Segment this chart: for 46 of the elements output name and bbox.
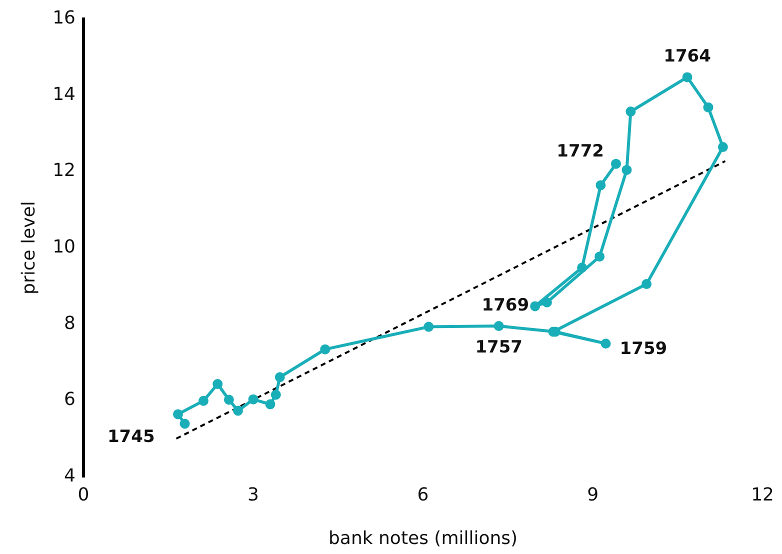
point bbox=[270, 390, 281, 400]
y-tick-label: 6 bbox=[64, 389, 76, 410]
point bbox=[180, 418, 190, 429]
x-tick-label: 9 bbox=[587, 484, 599, 506]
point bbox=[320, 344, 330, 354]
y-tick-label: 14 bbox=[52, 84, 76, 105]
annotation: 1757 bbox=[475, 337, 523, 358]
point bbox=[577, 262, 588, 273]
point bbox=[265, 399, 276, 410]
point bbox=[198, 396, 208, 406]
point bbox=[224, 394, 234, 405]
point bbox=[596, 180, 606, 190]
point bbox=[173, 409, 184, 420]
y-tick-label: 16 bbox=[52, 7, 76, 28]
annotation: 1745 bbox=[107, 427, 155, 448]
point bbox=[542, 297, 552, 308]
point bbox=[594, 252, 605, 262]
point bbox=[248, 394, 258, 404]
point bbox=[232, 406, 243, 416]
x-tick-label: 0 bbox=[78, 484, 90, 506]
point bbox=[530, 301, 540, 312]
annotation: 1772 bbox=[556, 141, 604, 162]
point bbox=[494, 321, 504, 332]
y-tick-label: 4 bbox=[64, 465, 76, 486]
y-tick-label: 12 bbox=[52, 160, 76, 182]
point bbox=[274, 372, 285, 382]
point bbox=[718, 142, 728, 152]
point bbox=[642, 279, 652, 290]
point bbox=[682, 72, 692, 82]
point bbox=[212, 379, 223, 390]
point bbox=[703, 102, 714, 112]
point bbox=[610, 158, 621, 169]
y-tick-label: 8 bbox=[64, 312, 76, 334]
x-tick-label: 3 bbox=[248, 484, 259, 506]
x-tick-label: 12 bbox=[751, 484, 774, 506]
point bbox=[600, 338, 611, 349]
annotation: 1764 bbox=[664, 46, 712, 67]
annotation: 1769 bbox=[482, 296, 530, 316]
x-axis-title: bank notes (millions) bbox=[328, 528, 518, 549]
y-axis-title: price level bbox=[18, 201, 40, 294]
x-tick-label: 6 bbox=[417, 484, 429, 506]
point bbox=[424, 322, 434, 332]
point bbox=[626, 106, 636, 117]
y-tick-label: 10 bbox=[52, 236, 76, 258]
annotation: 1759 bbox=[620, 339, 668, 360]
point bbox=[622, 164, 632, 175]
